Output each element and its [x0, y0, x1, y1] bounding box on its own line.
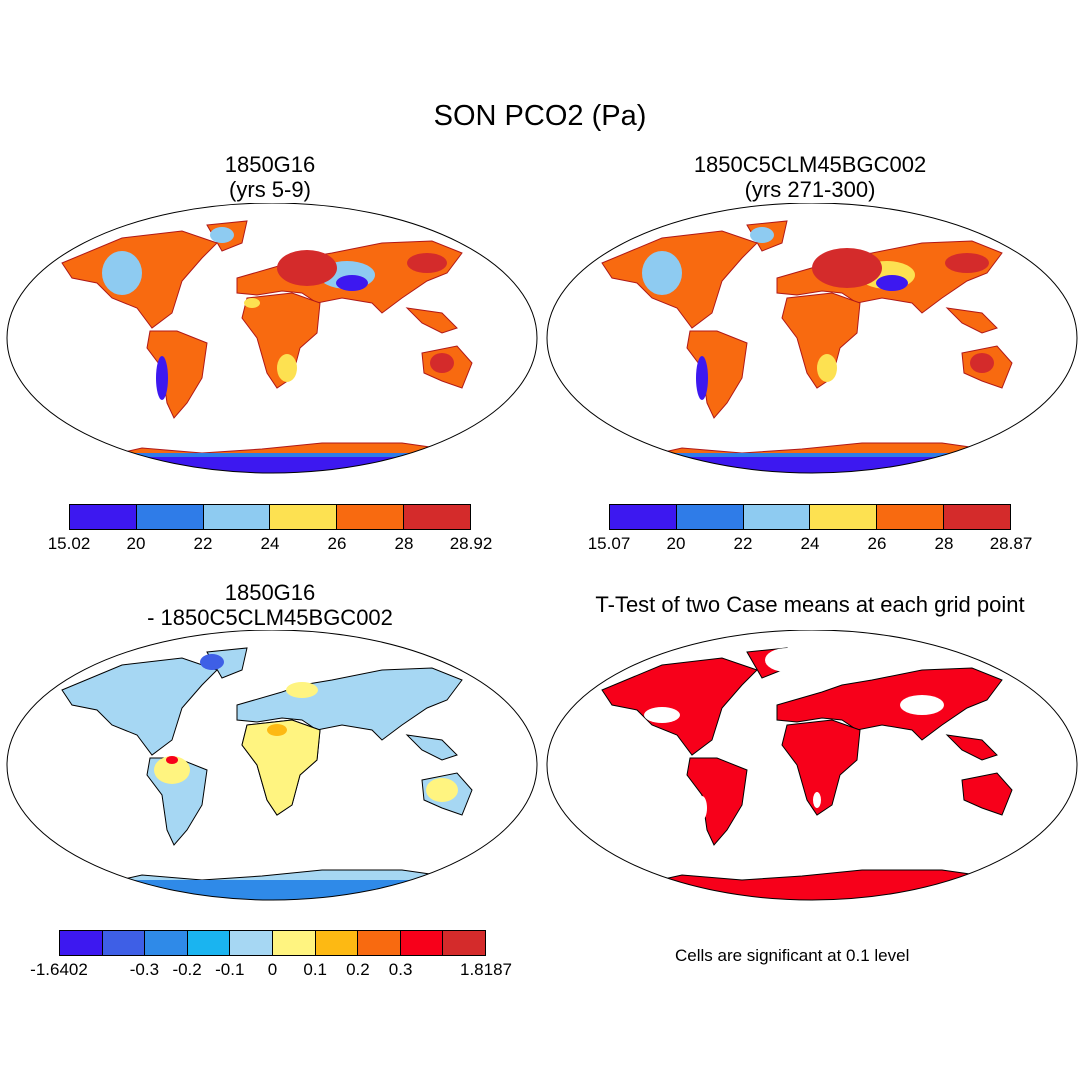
colorbar-cell: [187, 931, 231, 955]
colorbar-cell: [676, 505, 744, 529]
colorbar-tick-label: 24: [260, 534, 280, 553]
colorbar-cell: [743, 505, 811, 529]
colorbar-tick-label: 24: [800, 534, 820, 553]
colorbar-cell: [337, 505, 405, 529]
colorbar-cell: [358, 931, 401, 955]
colorbar-bottom-left: [59, 930, 486, 956]
panel-title-line1: 1850G16: [224, 580, 316, 605]
panel-title-top-right: 1850C5CLM45BGC002 (yrs 271-300): [570, 152, 1050, 202]
colorbar-cell: [944, 505, 1010, 529]
colorbar-top-right: [609, 504, 1011, 530]
figure-title: SON PCO2 (Pa): [433, 100, 647, 132]
colorbar-cell: [70, 505, 137, 529]
colorbar-tick-label: 28: [934, 534, 954, 553]
panel-title-line1: 1850G16: [224, 152, 316, 177]
colorbar-tick-label: 0.1: [303, 960, 328, 979]
panel-title-bottom-right: T-Test of two Case means at each grid po…: [595, 592, 1025, 617]
colorbar-tick-label: -1.6402: [30, 960, 88, 979]
significance-note: Cells are significant at 0.1 level: [675, 946, 910, 965]
colorbar-cell: [443, 931, 485, 955]
colorbar-tick-label: 20: [666, 534, 686, 553]
colorbar-cell: [270, 505, 338, 529]
colorbar-cell: [400, 931, 444, 955]
colorbar-cell: [145, 931, 188, 955]
colorbar-tick-label: 22: [193, 534, 213, 553]
colorbar-tick-label: -0.2: [172, 960, 202, 979]
colorbar-tick-label: 26: [327, 534, 347, 553]
panel-title-line1: 1850C5CLM45BGC002: [693, 152, 927, 177]
colorbar-tick-label: 28: [394, 534, 414, 553]
colorbar-cell: [60, 931, 103, 955]
colorbar-cell: [810, 505, 878, 529]
colorbar-tick-label: 15.07: [587, 534, 631, 553]
colorbar-cell: [272, 931, 316, 955]
map-top-right: [546, 203, 1078, 474]
panel-title-line2: (yrs 271-300): [744, 177, 876, 202]
colorbar-tick-label: 15.02: [47, 534, 91, 553]
colorbar-cell: [610, 505, 677, 529]
panel-title-line2: (yrs 5-9): [229, 177, 311, 202]
map-bottom-right: [546, 630, 1078, 901]
colorbar-cell: [404, 505, 470, 529]
colorbar-tick-label: 28.92: [449, 534, 493, 553]
colorbar-cell: [877, 505, 945, 529]
colorbar-tick-label: -0.1: [215, 960, 245, 979]
colorbar-cell: [230, 931, 273, 955]
panel-title-line2: - 1850C5CLM45BGC002: [147, 605, 393, 630]
colorbar-cell: [102, 931, 146, 955]
panel-title-bottom-left: 1850G16 - 1850C5CLM45BGC002: [30, 580, 510, 630]
colorbar-tick-label: -0.3: [129, 960, 160, 979]
panel-title-top-left: 1850G16 (yrs 5-9): [30, 152, 510, 202]
colorbar-tick-label: 20: [126, 534, 146, 553]
colorbar-tick-label: 0.3: [388, 960, 413, 979]
colorbar-tick-label: 26: [867, 534, 887, 553]
colorbar-cell: [203, 505, 271, 529]
colorbar-tick-label: 22: [733, 534, 753, 553]
colorbar-top-left: [69, 504, 471, 530]
colorbar-tick-label: 0.2: [346, 960, 370, 979]
colorbar-tick-label: 1.8187: [460, 960, 512, 979]
colorbar-tick-label: 28.87: [989, 534, 1033, 553]
colorbar-tick-label: 0: [267, 960, 278, 979]
map-top-left: [6, 203, 538, 474]
map-bottom-left: [6, 630, 538, 901]
colorbar-cell: [136, 505, 204, 529]
colorbar-cell: [315, 931, 359, 955]
